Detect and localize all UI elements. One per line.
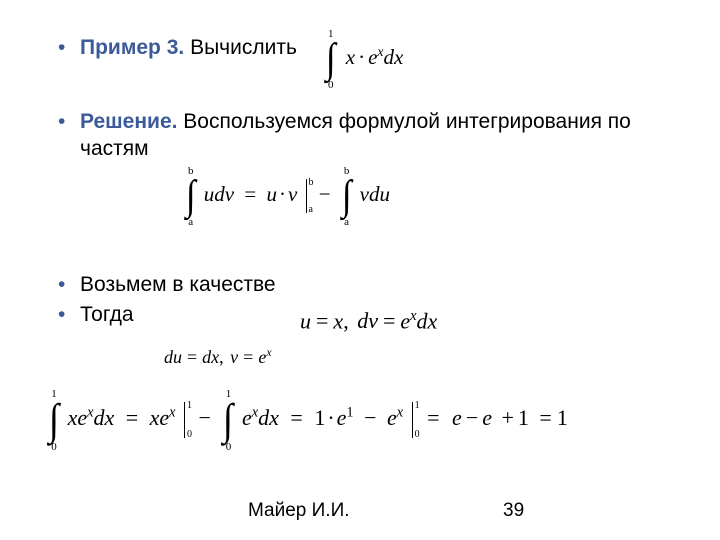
limit-upper: b: [183, 165, 199, 177]
limit-lower: a: [183, 216, 199, 228]
math-substitution-uv: u=x, dv=exdx: [300, 308, 437, 334]
math-by-parts-formula: ∫ b a udv = u·v b a − ∫ b a vdu: [185, 175, 390, 217]
bullet-take-as: Возьмем в качестве: [58, 272, 678, 298]
math-integral-problem: ∫ 1 0 x·exdx: [325, 38, 403, 80]
math-evaluation: ∫ 1 0 xexdx = xex 1 0 − ∫ 1 0 exdx = 1·e…: [48, 398, 568, 442]
bullet-solution: Решение. Воспользуемся формулой интегрир…: [58, 109, 678, 162]
math-substitution-du-v: du=dx, v=ex: [164, 346, 272, 368]
solution-label: Решение.: [80, 110, 177, 133]
footer-author: Майер И.И.: [248, 500, 350, 522]
example-label: Пример 3.: [80, 36, 184, 59]
example-text: Вычислить: [184, 36, 297, 59]
take-as-text: Возьмем в качестве: [80, 273, 276, 296]
footer-page-number: 39: [503, 500, 524, 522]
then-text: Тогда: [80, 303, 134, 326]
limit-upper: 1: [323, 28, 339, 40]
limit-lower: 0: [323, 79, 339, 91]
slide: Пример 3. Вычислить Решение. Воспользуем…: [0, 0, 720, 540]
